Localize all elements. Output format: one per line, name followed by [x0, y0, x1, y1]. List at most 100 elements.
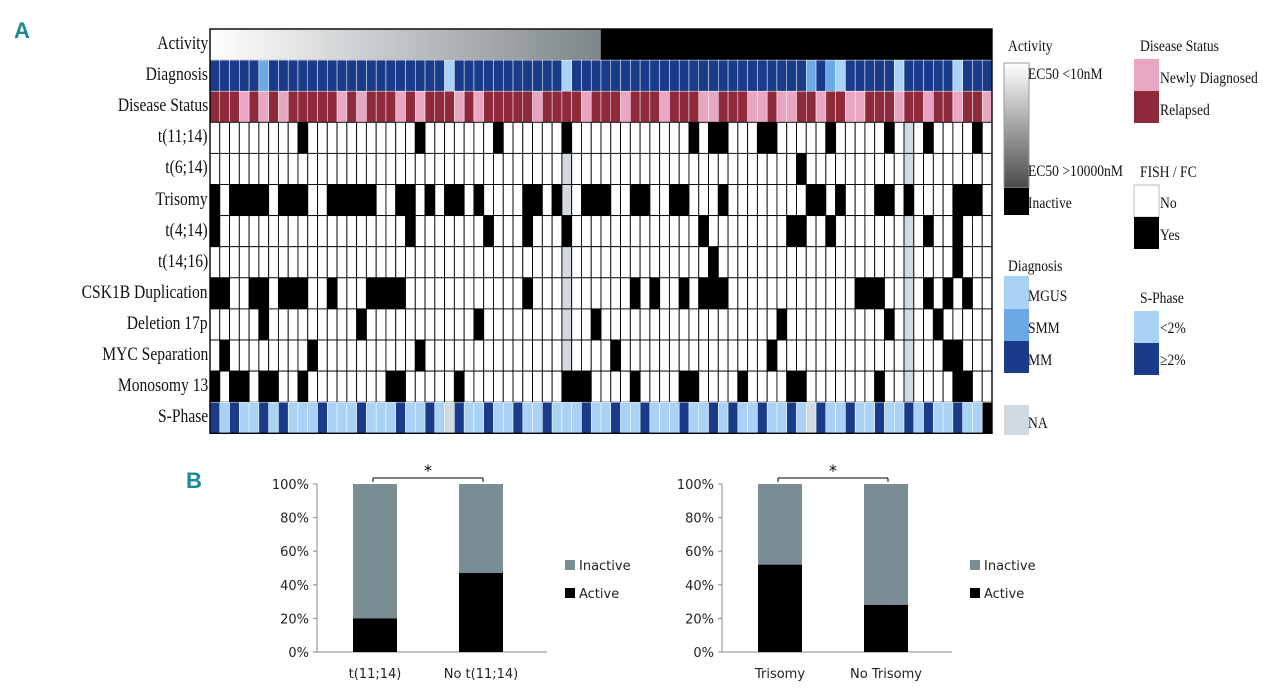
fish-cell: [747, 121, 758, 154]
fish-cell: [375, 339, 387, 372]
y-tick-label: 0%: [693, 646, 714, 661]
fish-cell: [346, 339, 358, 372]
fish-cell: [698, 246, 709, 279]
diagnosis-cell: [258, 59, 269, 92]
fish-cell: [962, 277, 973, 310]
fish-cell: [258, 339, 270, 372]
legend-disease-newly: Newly Diagnosed: [1160, 70, 1258, 87]
diagnosis-cell: [522, 59, 533, 92]
fish-cell: [219, 121, 230, 154]
fish-cell: [532, 246, 543, 279]
fish-cell: [317, 370, 328, 403]
fish-cell: [248, 277, 260, 310]
legend-activity-title: Activity: [1008, 38, 1053, 55]
disease-status-cell: [317, 90, 328, 123]
fish-cell: [502, 277, 514, 310]
fish-cell: [835, 277, 846, 310]
fish-cell: [483, 246, 494, 279]
fish-cell: [698, 277, 709, 310]
s-phase-cell: [356, 401, 367, 434]
fish-cell: [776, 184, 788, 217]
s-phase-cell: [493, 401, 504, 434]
fish-cell: [463, 152, 475, 185]
disease-status-cell: [346, 90, 357, 123]
fish-cell: [610, 339, 622, 372]
disease-status-cell: [678, 90, 690, 123]
x-category-label: No t(11;14): [444, 667, 519, 682]
fish-cell: [717, 215, 729, 248]
fish-cell: [356, 308, 367, 341]
fish-cell: [258, 370, 270, 403]
fish-cell: [522, 121, 534, 154]
fish-cell: [717, 339, 729, 372]
fish-cell: [258, 215, 270, 248]
fish-cell: [444, 277, 455, 310]
fish-cell: [766, 339, 778, 372]
fish-cell: [502, 215, 514, 248]
fish-cell: [962, 152, 973, 185]
fish-cell: [346, 246, 358, 279]
fish-cell: [913, 215, 925, 248]
fish-cell: [737, 339, 749, 372]
disease-status-cell: [590, 90, 602, 123]
fish-cell: [766, 215, 778, 248]
fish-cell: [356, 184, 367, 217]
fish-cell: [708, 277, 719, 310]
fish-cell: [287, 152, 299, 185]
fish-cell: [659, 121, 670, 154]
fish-cell: [805, 121, 817, 154]
fish-cell: [581, 121, 592, 154]
fish-cell: [268, 121, 279, 154]
s-phase-cell: [747, 401, 758, 434]
fish-cell: [962, 370, 973, 403]
diagnosis-cell: [952, 59, 963, 92]
fish-cell: [326, 308, 338, 341]
fish-cell: [854, 277, 866, 310]
s-phase-cell: [551, 401, 563, 434]
fish-cell: [678, 370, 690, 403]
disease-status-cell: [375, 90, 387, 123]
fish-cell: [610, 308, 622, 341]
diagnosis-cell: [620, 59, 631, 92]
fish-cell: [688, 215, 700, 248]
y-tick-label: 80%: [685, 512, 714, 527]
fish-cell: [678, 339, 690, 372]
fish-cell: [708, 339, 719, 372]
fish-cell: [825, 246, 837, 279]
fish-cell: [473, 152, 485, 185]
fish-cell: [737, 184, 749, 217]
fish-cell: [493, 339, 504, 372]
disease-status-cell: [415, 90, 426, 123]
fish-cell: [981, 152, 993, 185]
fish-cell: [952, 246, 964, 279]
fish-cell: [365, 339, 377, 372]
fish-cell: [668, 339, 680, 372]
disease-status-cell: [757, 90, 768, 123]
fish-cell: [776, 215, 788, 248]
fish-cell: [786, 339, 797, 372]
diagnosis-cell: [678, 59, 690, 92]
fish-cell: [502, 184, 514, 217]
s-phase-cell: [669, 401, 680, 434]
fish-cell: [317, 277, 328, 310]
diagnosis-cell: [669, 59, 680, 92]
diagnosis-cell: [551, 59, 563, 92]
fish-cell: [258, 152, 270, 185]
fish-cell: [913, 184, 925, 217]
disease-status-cell: [268, 90, 279, 123]
disease-status-cell: [405, 90, 416, 123]
fish-cell: [405, 339, 416, 372]
fish-cell: [414, 308, 426, 341]
fish-cell: [248, 308, 260, 341]
fish-cell: [913, 277, 925, 310]
fish-cell: [629, 246, 641, 279]
fish-cell: [551, 277, 563, 310]
s-phase-cell: [806, 401, 817, 434]
fish-cell: [277, 184, 289, 217]
fish-cell: [893, 184, 905, 217]
diagnosis-cell: [493, 59, 504, 92]
fish-cell: [952, 308, 964, 341]
fish-cell: [424, 152, 436, 185]
fish-cell: [571, 152, 582, 185]
fish-cell: [238, 215, 250, 248]
